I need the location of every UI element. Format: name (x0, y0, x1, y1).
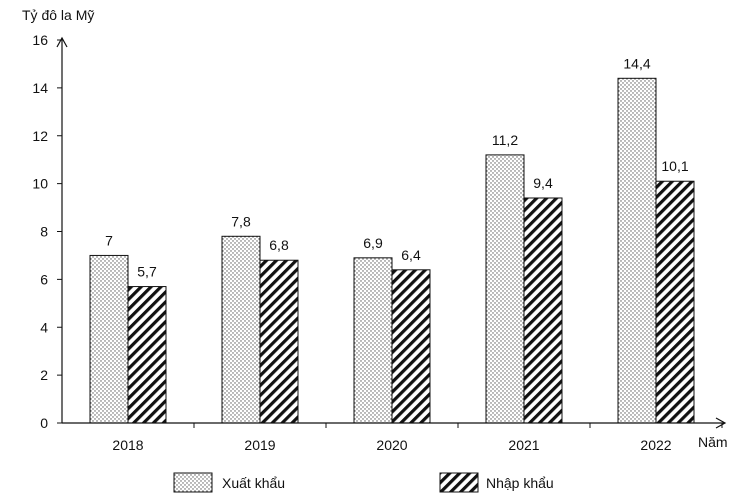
y-tick-label: 14 (32, 80, 48, 96)
x-tick-label: 2018 (112, 437, 143, 453)
bar-export-2022 (617, 77, 657, 424)
bar-import-2019 (259, 259, 299, 424)
x-tick-label: 2020 (376, 437, 407, 453)
x-tick-label: 2021 (508, 437, 539, 453)
legend-label-import: Nhập khẩu (486, 475, 554, 491)
legend: Xuất khẩu Nhập khẩu (173, 472, 554, 493)
bar-export-2020 (353, 257, 393, 424)
bar-import-2020 (391, 269, 431, 424)
bar-export-2021 (485, 154, 525, 424)
data-label: 5,7 (137, 264, 157, 280)
data-label: 7 (105, 232, 113, 248)
y-tick-label: 2 (40, 367, 48, 383)
y-tick-label: 6 (40, 271, 48, 287)
value-labels-group: 7 5,7 7,8 6,8 6,9 6,4 11,2 9,4 14,4 10,1 (105, 55, 689, 279)
data-label: 6,9 (363, 235, 383, 251)
data-label: 7,8 (231, 213, 251, 229)
y-tick-label: 16 (32, 32, 48, 48)
bar-export-2018 (89, 254, 129, 424)
data-label: 10,1 (661, 158, 688, 174)
x-axis-arrow (715, 417, 727, 429)
bar-import-2021 (523, 197, 563, 424)
y-tick-label: 4 (40, 319, 48, 335)
y-tick-label: 0 (40, 415, 48, 431)
x-axis-labels: 2018 2019 2020 2021 2022 (112, 423, 723, 453)
legend-swatch-export (173, 472, 213, 493)
x-tick-label: 2022 (640, 437, 671, 453)
x-tick-label: 2019 (244, 437, 275, 453)
y-tick-label: 12 (32, 128, 48, 144)
data-label: 9,4 (533, 175, 553, 191)
x-axis-title: Năm (698, 434, 728, 450)
legend-label-export: Xuất khẩu (222, 475, 285, 491)
data-label: 11,2 (492, 132, 518, 148)
data-label: 6,4 (401, 247, 421, 263)
legend-swatch-import (439, 472, 479, 493)
y-axis-ticks: 0 2 4 6 8 10 12 14 16 (32, 32, 62, 431)
y-tick-label: 8 (40, 224, 48, 240)
bar-import-2022 (655, 180, 695, 424)
bars-group (89, 77, 695, 424)
bar-import-2018 (127, 286, 167, 424)
y-tick-label: 10 (32, 176, 48, 192)
data-label: 6,8 (269, 237, 289, 253)
y-axis-title: Tỷ đô la Mỹ (22, 7, 94, 23)
data-label: 14,4 (623, 55, 650, 71)
bar-export-2019 (221, 235, 261, 424)
y-axis-arrow (56, 36, 68, 48)
